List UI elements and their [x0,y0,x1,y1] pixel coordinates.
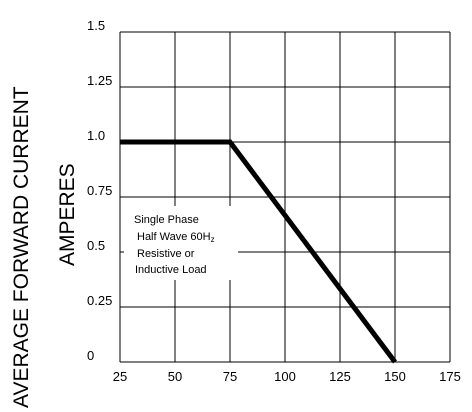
y-tick-label-3: 0.75 [87,183,112,198]
x-tick-label-3: 100 [274,369,296,384]
y-tick-labels: 0 0.25 0.5 0.75 1.0 1.25 1.5 [87,18,112,363]
x-tick-label-1: 50 [168,369,182,384]
x-tick-label-2: 75 [223,369,237,384]
y-tick-label-5: 1.25 [87,73,112,88]
y-tick-label-1: 0.25 [87,293,112,308]
annotation-line-3: Resistive or [137,248,195,260]
annotation-line-1: Single Phase [134,214,199,226]
x-tick-labels: 25 50 75 100 125 150 175 [113,369,461,384]
x-tick-label-0: 25 [113,369,127,384]
x-tick-label-4: 125 [329,369,351,384]
y-axis-title-line1: AVERAGE FORWARD CURRENT [10,86,33,408]
y-tick-label-0: 0 [87,348,94,363]
y-tick-label-4: 1.0 [87,128,105,143]
annotation-line-2: Half Wave 60Hz [137,231,215,244]
grid-lines [119,31,451,363]
x-tick-label-6: 175 [439,369,461,384]
x-tick-label-5: 150 [384,369,406,384]
y-tick-label-6: 1.5 [87,18,105,33]
annotation-box-mask [124,206,238,280]
annotation-note: Single Phase Half Wave 60Hz Resistive or… [134,214,215,276]
annotation-line-4: Inductive Load [135,264,207,276]
y-axis-title-line2: AMPERES [56,163,79,266]
series-line [120,139,397,364]
y-tick-label-2: 0.5 [87,238,105,253]
